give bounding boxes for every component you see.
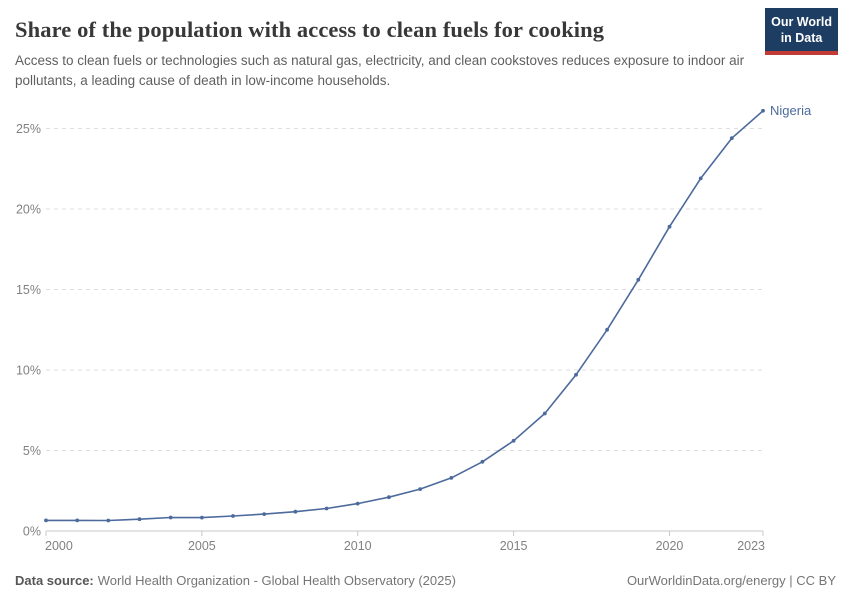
x-tick-label: 2000 bbox=[45, 539, 73, 553]
data-point[interactable] bbox=[636, 277, 641, 282]
data-point[interactable] bbox=[324, 506, 329, 511]
x-tick-label: 2015 bbox=[500, 539, 528, 553]
y-tick-label: 10% bbox=[16, 364, 41, 378]
data-point[interactable] bbox=[574, 372, 578, 377]
data-point[interactable] bbox=[231, 514, 235, 518]
data-point[interactable] bbox=[137, 517, 142, 522]
y-tick-label: 5% bbox=[23, 444, 41, 458]
data-point[interactable] bbox=[605, 327, 609, 332]
chart-title: Share of the population with access to c… bbox=[15, 17, 605, 42]
y-tick-label: 25% bbox=[16, 122, 41, 136]
y-tick-label: 20% bbox=[16, 203, 41, 217]
nigeria-trend-line[interactable] bbox=[45, 110, 764, 522]
data-point[interactable] bbox=[293, 509, 298, 514]
data-point[interactable] bbox=[387, 495, 391, 500]
license-text: OurWorldinData.org/energy | CC BY bbox=[626, 573, 836, 588]
owid-logo-line1: Our World bbox=[771, 15, 832, 29]
x-tick-label: 2010 bbox=[344, 539, 372, 553]
owid-logo[interactable]: Our World in Data bbox=[765, 8, 838, 55]
chart-footer: Data source: World Health Organization - … bbox=[15, 573, 836, 588]
x-tick-label: 2020 bbox=[656, 539, 684, 553]
data-point[interactable] bbox=[418, 487, 422, 491]
data-point[interactable] bbox=[542, 411, 547, 416]
data-point[interactable] bbox=[729, 136, 734, 141]
data-point[interactable] bbox=[44, 518, 48, 523]
x-tick-label: 2023 bbox=[737, 539, 765, 553]
y-tick-label: 0% bbox=[23, 525, 41, 539]
data-source-line: Data source: World Health Organization - … bbox=[15, 573, 456, 588]
data-point[interactable] bbox=[511, 438, 516, 443]
data-point[interactable] bbox=[761, 108, 765, 113]
data-point[interactable] bbox=[480, 459, 485, 464]
data-point[interactable] bbox=[355, 501, 360, 506]
data-source-text: World Health Organization - Global Healt… bbox=[97, 573, 456, 588]
owid-logo-line2: in Data bbox=[780, 31, 823, 46]
data-source-label: Data source: bbox=[15, 573, 94, 588]
y-tick-label: 15% bbox=[16, 283, 41, 297]
series-label-nigeria: Nigeria bbox=[770, 103, 812, 118]
data-point[interactable] bbox=[75, 518, 80, 523]
data-point[interactable] bbox=[449, 476, 454, 480]
data-point[interactable] bbox=[168, 515, 173, 520]
data-point[interactable] bbox=[667, 224, 672, 229]
x-tick-label: 2005 bbox=[188, 539, 216, 553]
data-point[interactable] bbox=[106, 518, 111, 523]
data-point[interactable] bbox=[262, 512, 267, 516]
chart-header: Share of the population with access to c… bbox=[15, 16, 755, 90]
data-point[interactable] bbox=[200, 515, 204, 520]
chart-subtitle: Access to clean fuels or technologies su… bbox=[15, 53, 745, 88]
data-point[interactable] bbox=[698, 176, 703, 181]
